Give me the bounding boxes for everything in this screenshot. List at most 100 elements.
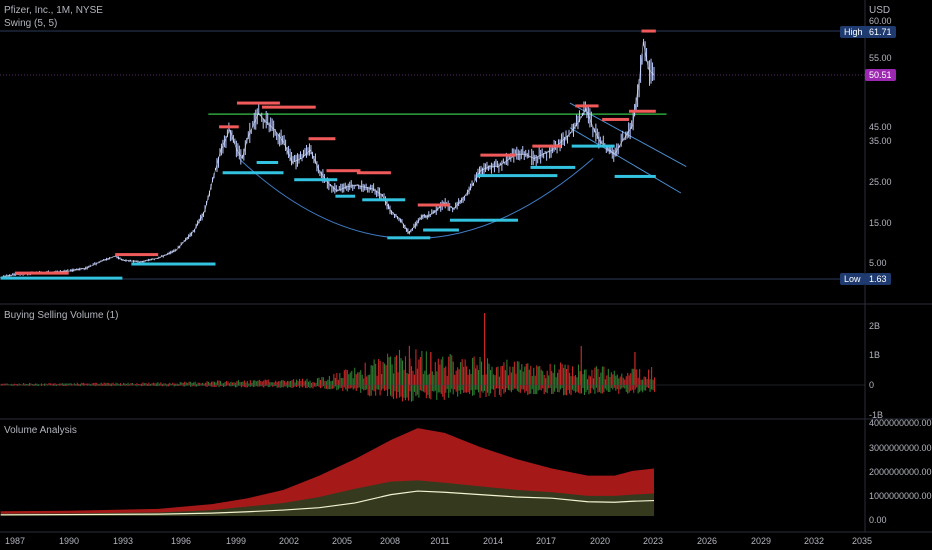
analysis-pane-title[interactable]: Volume Analysis: [4, 425, 77, 436]
volume-bar: [358, 385, 360, 388]
volume-bar: [352, 378, 354, 385]
swing-high-line: [115, 253, 159, 257]
volume-bar: [433, 385, 435, 392]
volume-bar: [310, 385, 313, 388]
volume-bar: [52, 385, 54, 386]
volume-bar: [476, 365, 478, 385]
volume-bar: [558, 385, 560, 393]
volume-bar: [79, 383, 81, 385]
volume-bar: [34, 383, 37, 385]
volume-bar: [539, 385, 541, 390]
volume-bar: [554, 385, 556, 392]
volume-bar: [69, 385, 71, 386]
volume-bar: [619, 385, 621, 390]
volume-bar: [390, 356, 392, 385]
volume-bar: [105, 383, 107, 385]
analysis-tick: 4000000000.00: [869, 418, 932, 428]
volume-bar: [108, 385, 110, 386]
volume-bar: [415, 349, 417, 385]
volume-bar: [148, 385, 150, 387]
volume-bar: [430, 385, 432, 400]
volume-bar: [609, 385, 611, 393]
volume-bar: [24, 383, 26, 385]
volume-bar: [381, 373, 383, 385]
volume-bar: [555, 385, 557, 389]
volume-bar: [206, 385, 208, 387]
volume-bar: [146, 385, 148, 386]
volume-bar: [397, 372, 399, 385]
volume-bar: [158, 383, 160, 385]
volume-bar: [536, 385, 538, 394]
indicator-label[interactable]: Swing (5, 5): [4, 18, 58, 29]
volume-bar: [167, 383, 169, 385]
volume-bar: [307, 385, 310, 388]
swing-low-line: [131, 262, 216, 266]
volume-bar: [367, 375, 369, 385]
volume-bar: [622, 377, 624, 385]
volume-bar: [597, 385, 599, 393]
volume-bar: [176, 385, 178, 386]
volume-bar: [488, 363, 490, 385]
volume-bar: [466, 366, 468, 385]
swing-high-line: [575, 104, 599, 108]
volume-bar: [394, 385, 396, 392]
volume-bar: [90, 385, 92, 386]
volume-bar: [82, 382, 84, 385]
volume-bar: [105, 385, 107, 386]
volume-bar: [299, 385, 301, 388]
volume-bar: [137, 384, 140, 385]
volume-bar: [252, 380, 254, 385]
volume-bar: [242, 381, 244, 385]
volume-bar: [8, 384, 10, 385]
volume-bar: [37, 384, 40, 385]
volume-bar: [254, 380, 256, 385]
volume-bar: [199, 382, 201, 385]
volume-bar: [202, 385, 204, 386]
volume-bar: [521, 385, 523, 390]
volume-bar: [293, 379, 295, 385]
volume-bar: [303, 381, 305, 385]
volume-bar: [579, 371, 581, 385]
volume-bar: [495, 367, 498, 385]
volume-bar: [117, 383, 119, 385]
volume-bar: [533, 385, 535, 395]
volume-bar: [412, 385, 414, 401]
volume-bar: [392, 373, 395, 385]
volume-bar: [473, 356, 475, 385]
volume-bar: [516, 385, 518, 391]
volume-bar: [333, 385, 335, 389]
x-tick: 2008: [379, 536, 401, 546]
volume-bar: [486, 385, 489, 393]
volume-bar: [437, 358, 439, 385]
volume-bar: [251, 382, 253, 385]
volume-bar: [545, 378, 547, 385]
volume-bar: [246, 380, 248, 385]
volume-bar: [409, 385, 411, 392]
volume-bar: [452, 385, 454, 395]
volume-bar: [651, 385, 653, 390]
volume-bar: [457, 367, 459, 385]
volume-bar: [331, 385, 333, 389]
volume-bar: [122, 383, 125, 385]
volume-bar: [595, 385, 597, 388]
volume-bar: [146, 383, 148, 385]
volume-bar: [127, 382, 129, 385]
swing-high-line: [628, 109, 656, 113]
volume-bar: [319, 385, 321, 389]
volume-bar: [208, 385, 210, 386]
volume-bar: [248, 385, 250, 387]
volume-bar: [264, 379, 266, 385]
volume-bar: [648, 369, 650, 385]
volume-bar: [367, 385, 369, 396]
price-tick: 45.00: [869, 122, 892, 132]
volume-pane-title[interactable]: Buying Selling Volume (1): [4, 310, 119, 321]
volume-bar: [219, 385, 222, 387]
volume-bar: [224, 385, 226, 387]
volume-bar: [358, 372, 360, 385]
volume-bar: [51, 383, 53, 385]
volume-bar: [328, 375, 330, 385]
volume-bar: [491, 366, 493, 385]
volume-bar: [449, 385, 451, 393]
swing-high-line: [262, 105, 316, 109]
